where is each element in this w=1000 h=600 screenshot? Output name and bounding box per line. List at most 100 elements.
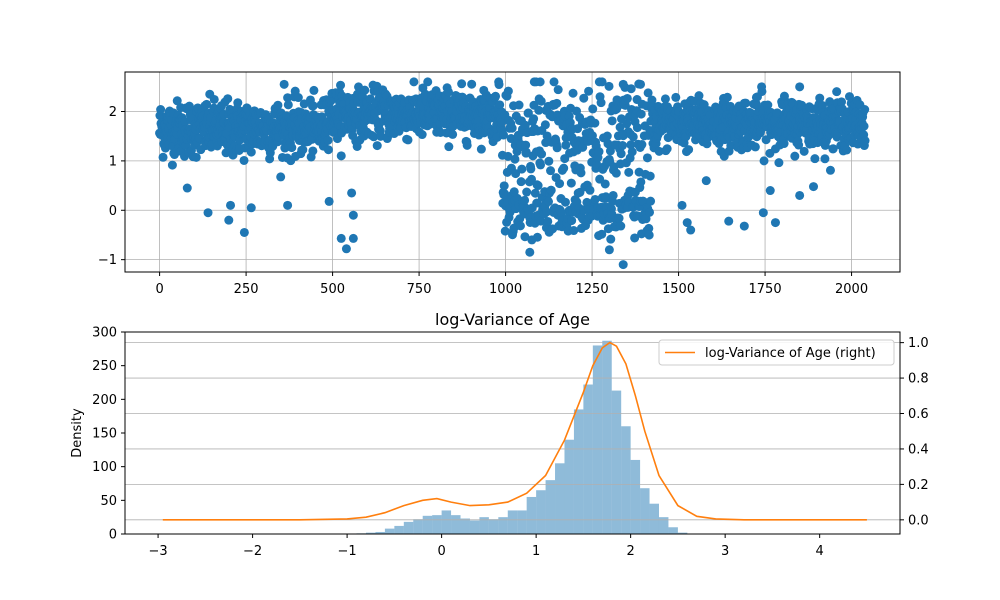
scatter-point (283, 200, 293, 210)
scatter-point (568, 88, 578, 98)
scatter-point (521, 140, 531, 150)
scatter-point (611, 168, 621, 178)
scatter-point (520, 195, 530, 205)
scatter-point (532, 232, 542, 242)
scatter-x-ticks: 0 250 500 750 1000 1250 1500 1750 2000 (155, 272, 868, 297)
scatter-point (765, 186, 775, 196)
histogram-x-tick-label: 4 (816, 544, 824, 559)
scatter-point (820, 154, 830, 164)
scatter-point (293, 93, 303, 103)
scatter-point (556, 208, 566, 218)
scatter-point (360, 85, 370, 95)
scatter-point (774, 158, 784, 168)
histogram-bar (403, 521, 414, 534)
scatter-point (837, 97, 847, 107)
histogram-bar (413, 519, 423, 534)
scatter-point (815, 93, 825, 103)
scatter-point (517, 164, 527, 174)
histogram-bar (640, 488, 650, 534)
scatter-point (643, 88, 653, 98)
scatter-point (540, 120, 550, 130)
histogram-y-tick-label: 0 (109, 528, 117, 543)
scatter-point (167, 160, 177, 170)
scatter-point (590, 194, 600, 204)
scatter-point (618, 140, 628, 150)
scatter-point (308, 101, 318, 111)
scatter-point (525, 247, 535, 257)
scatter-point (521, 147, 531, 157)
scatter-point (527, 174, 537, 184)
scatter-axes-frame (124, 71, 901, 273)
histogram-bar (668, 527, 678, 534)
histogram-bar (366, 532, 376, 534)
scatter-point (221, 148, 231, 158)
histogram-bar (517, 510, 527, 534)
scatter-point (279, 79, 289, 89)
scatter-point (576, 168, 586, 178)
histogram-y-ticks: 0 50 100 150 200 250 300 (92, 326, 125, 543)
scatter-point (273, 100, 283, 110)
scatter-x-tick-label: 1250 (576, 282, 609, 297)
scatter-point (579, 93, 589, 103)
scatter-point (182, 183, 192, 193)
scatter-point (739, 221, 749, 231)
histogram-bar (460, 518, 470, 534)
scatter-point (323, 145, 333, 155)
scatter-point (409, 77, 419, 87)
scatter-point (799, 146, 809, 156)
scatter-point (500, 226, 510, 236)
scatter-point (552, 143, 562, 153)
scatter-x-tick-label: 750 (407, 282, 432, 297)
histogram-right-tick-label: 0.0 (908, 513, 929, 528)
scatter-point (543, 197, 553, 207)
scatter-point (627, 147, 637, 157)
density-line (162, 341, 867, 521)
histogram-bar (677, 532, 688, 534)
scatter-point (654, 146, 664, 156)
scatter-point (226, 200, 236, 210)
scatter-point (526, 164, 536, 174)
scatter-point (636, 79, 646, 89)
scatter-point (608, 190, 618, 200)
histogram-bar (432, 515, 442, 534)
scatter-point (283, 100, 293, 110)
scatter-point (369, 132, 379, 142)
scatter-point (308, 146, 318, 156)
scatter-point (560, 197, 570, 207)
scatter-point (779, 91, 789, 101)
scatter-y-tick-label: 2 (109, 105, 117, 120)
scatter-point (644, 230, 654, 240)
scatter-x-tick-label: 500 (320, 282, 345, 297)
scatter-point (614, 213, 624, 223)
scatter-point (660, 94, 670, 104)
histogram-bar (555, 463, 565, 534)
scatter-point (601, 192, 611, 202)
histogram-x-tick-label: −1 (338, 544, 357, 559)
histogram-right-ticks: 0.0 0.2 0.4 0.6 0.8 1.0 (900, 336, 929, 528)
scatter-x-tick-label: 1750 (749, 282, 782, 297)
scatter-point (795, 82, 805, 92)
histogram-bar (394, 525, 404, 534)
scatter-point (790, 151, 800, 161)
scatter-point (594, 147, 604, 157)
histogram-bar (621, 426, 631, 534)
scatter-point (549, 77, 559, 87)
histogram-title: log-Variance of Age (435, 310, 590, 329)
histogram-bar (451, 515, 461, 534)
histogram-bar (422, 515, 433, 534)
histogram-bar (469, 520, 480, 534)
histogram-y-tick-label: 300 (92, 326, 117, 341)
y-axis-label: Density (70, 408, 85, 458)
scatter-point (224, 215, 234, 225)
scatter-point (417, 130, 427, 140)
scatter-point (309, 85, 319, 95)
scatter-point (809, 182, 819, 192)
histogram-right-tick-label: 0.2 (908, 478, 929, 493)
histogram-y-tick-label: 200 (92, 393, 117, 408)
scatter-point (604, 81, 614, 91)
scatter-point (584, 86, 594, 96)
histogram-right-tick-label: 0.4 (908, 442, 929, 457)
scatter-point (543, 216, 553, 226)
scatter-point (537, 149, 547, 159)
histogram-bar (583, 384, 593, 534)
